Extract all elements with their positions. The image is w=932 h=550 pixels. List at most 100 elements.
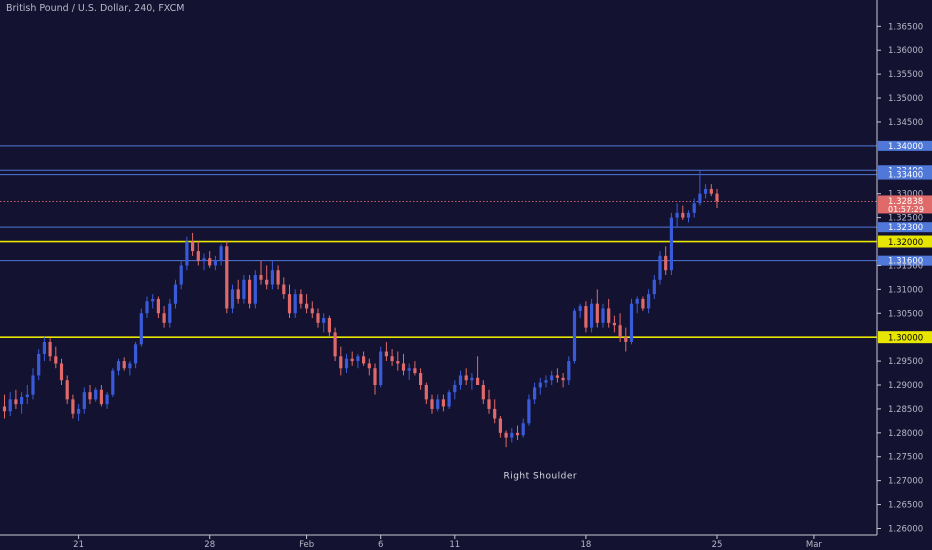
candle-body[interactable] [664, 255, 668, 271]
candle[interactable] [242, 275, 246, 304]
candle-body[interactable] [270, 270, 274, 285]
candle[interactable] [162, 306, 166, 328]
candle-body[interactable] [259, 275, 263, 280]
candle-body[interactable] [230, 289, 235, 309]
candle-body[interactable] [236, 289, 240, 299]
candle[interactable] [253, 270, 257, 309]
candle-body[interactable] [48, 341, 52, 357]
candle-body[interactable] [156, 298, 160, 314]
candle[interactable] [533, 382, 537, 405]
candle[interactable] [658, 251, 662, 285]
candle[interactable] [2, 394, 7, 419]
candle-body[interactable] [647, 294, 651, 309]
candle-body[interactable] [350, 358, 354, 362]
candle[interactable] [692, 198, 696, 218]
candle-body[interactable] [476, 377, 480, 385]
candle[interactable] [544, 375, 548, 388]
candle[interactable] [219, 243, 223, 266]
candle[interactable] [641, 296, 645, 311]
candle[interactable] [37, 349, 41, 381]
candle[interactable] [299, 289, 303, 309]
candle[interactable] [128, 361, 132, 376]
candle[interactable] [173, 279, 178, 309]
candle[interactable] [151, 294, 155, 309]
candle-body[interactable] [629, 303, 634, 342]
candle-body[interactable] [71, 399, 75, 414]
candle-body[interactable] [162, 313, 166, 323]
candle-body[interactable] [521, 423, 525, 436]
candle-body[interactable] [59, 363, 64, 381]
candle[interactable] [704, 184, 708, 199]
candle-body[interactable] [515, 432, 520, 436]
candle-body[interactable] [77, 408, 81, 414]
candle[interactable] [578, 303, 582, 319]
candle[interactable] [407, 363, 411, 381]
candle[interactable] [413, 361, 417, 376]
candle[interactable] [504, 430, 508, 448]
candle[interactable] [270, 260, 274, 290]
candle-body[interactable] [94, 389, 98, 400]
candle-body[interactable] [675, 212, 679, 218]
candle[interactable] [624, 327, 628, 352]
candle[interactable] [464, 368, 468, 385]
candle[interactable] [476, 356, 480, 385]
candle[interactable] [305, 294, 309, 314]
candle[interactable] [538, 377, 542, 395]
candle[interactable] [202, 253, 206, 271]
candle[interactable] [686, 210, 691, 223]
candle-body[interactable] [709, 188, 713, 194]
candle-body[interactable] [122, 361, 126, 369]
candle-body[interactable] [652, 279, 656, 295]
candle[interactable] [447, 389, 451, 409]
yellow-price-label[interactable] [878, 235, 932, 248]
candle[interactable] [709, 184, 713, 197]
candle[interactable] [350, 351, 354, 366]
candle[interactable] [362, 351, 366, 366]
candle[interactable] [59, 358, 64, 385]
candle[interactable] [20, 392, 24, 414]
candle-body[interactable] [401, 363, 406, 371]
candle[interactable] [282, 277, 286, 299]
candle[interactable] [384, 341, 388, 362]
current-price-badge[interactable] [878, 195, 932, 214]
candle[interactable] [145, 296, 149, 319]
candle[interactable] [54, 346, 58, 369]
candle-body[interactable] [65, 380, 69, 400]
candle-body[interactable] [322, 318, 326, 323]
candle[interactable] [521, 418, 525, 438]
candle-body[interactable] [692, 203, 696, 213]
candle[interactable] [31, 368, 35, 400]
candle-body[interactable] [681, 212, 685, 218]
candle[interactable] [322, 313, 326, 333]
candle[interactable] [487, 389, 491, 414]
candle-body[interactable] [8, 399, 12, 412]
candle[interactable] [396, 351, 400, 371]
candle-body[interactable] [561, 377, 565, 381]
candle-body[interactable] [305, 303, 309, 309]
candle-body[interactable] [464, 375, 468, 381]
candle-body[interactable] [567, 361, 571, 381]
candle[interactable] [316, 308, 320, 328]
candle-body[interactable] [310, 308, 314, 314]
candle[interactable] [430, 394, 434, 414]
candle-body[interactable] [487, 399, 491, 409]
candle-body[interactable] [82, 392, 86, 409]
candle[interactable] [327, 315, 331, 338]
blue-price-label[interactable] [878, 222, 932, 233]
candle[interactable] [470, 373, 474, 390]
candle[interactable] [698, 170, 702, 206]
candle[interactable] [344, 353, 349, 374]
candle[interactable] [48, 338, 52, 362]
candle[interactable] [481, 380, 485, 405]
candle[interactable] [225, 241, 229, 314]
candle[interactable] [612, 315, 616, 333]
candle[interactable] [168, 298, 172, 328]
candle[interactable] [664, 246, 668, 275]
candle-body[interactable] [287, 294, 292, 314]
candle-body[interactable] [504, 432, 508, 438]
candle[interactable] [401, 353, 406, 376]
candle-body[interactable] [265, 279, 269, 285]
candle-body[interactable] [493, 408, 497, 419]
blue-price-label[interactable] [878, 140, 932, 151]
candle-body[interactable] [14, 399, 18, 405]
